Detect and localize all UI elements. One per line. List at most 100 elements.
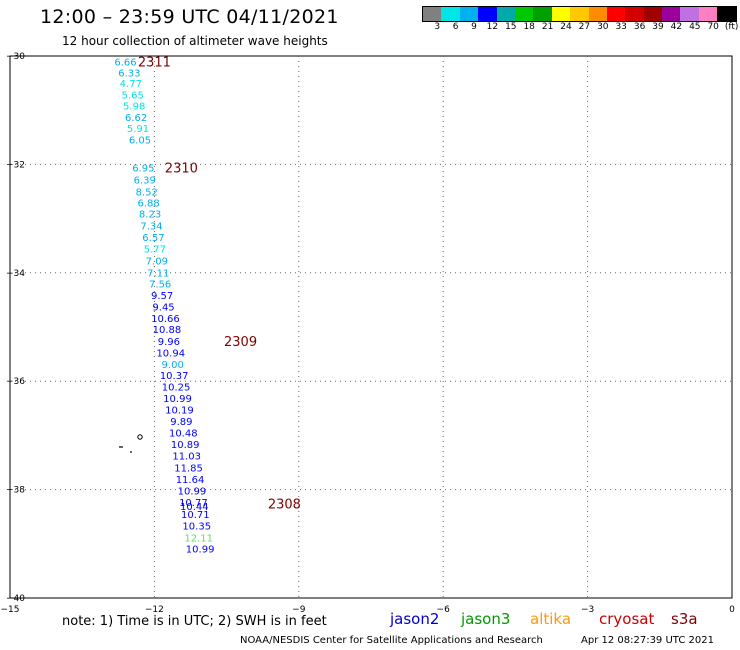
wave-height-label: 5.77 <box>144 244 166 255</box>
wave-height-label: 10.35 <box>182 521 211 532</box>
y-tick-label: −40 <box>6 594 25 604</box>
x-tick-label: −15 <box>1 605 20 615</box>
wave-height-label: 5.65 <box>122 90 144 101</box>
wave-height-label: 9.57 <box>151 291 173 302</box>
colorbar-label: 21 <box>541 22 554 32</box>
footer-note: note: 1) Time is in UTC; 2) SWH is in fe… <box>62 614 327 629</box>
colorbar-swatch <box>570 7 589 21</box>
wave-height-label: 6.88 <box>137 198 159 209</box>
wave-height-label: 6.57 <box>142 233 164 244</box>
footer-credit: NOAA/NESDIS Center for Satellite Applica… <box>240 635 543 646</box>
legend-altika: altika <box>530 610 572 628</box>
colorbar-label: 18 <box>523 22 535 32</box>
wave-height-label: 10.48 <box>169 429 198 440</box>
colorbar-label: 36 <box>633 22 646 32</box>
wave-height-label: 10.77 <box>179 498 208 509</box>
pass-label: 2309 <box>224 335 257 350</box>
colorbar-swatch <box>680 7 699 21</box>
colorbar-label: 24 <box>560 22 572 32</box>
wave-height-label: 5.98 <box>123 101 145 112</box>
page-title: 12:00 – 23:59 UTC 04/11/2021 <box>40 6 339 28</box>
wave-height-label: 10.71 <box>181 510 210 521</box>
wave-height-label: 7.56 <box>149 280 171 291</box>
colorbar-swatch <box>698 7 718 21</box>
island-mark <box>137 434 143 440</box>
colorbar-label: 3 <box>434 22 441 32</box>
page-subtitle: 12 hour collection of altimeter wave hei… <box>62 34 328 48</box>
wave-height-label: 9.45 <box>152 302 174 313</box>
colorbar-label: (ft) <box>724 22 739 32</box>
x-tick-label: −12 <box>145 605 164 615</box>
wave-height-label: 10.88 <box>153 325 182 336</box>
wave-height-label: 9.96 <box>158 337 180 348</box>
wave-height-label: 5.91 <box>127 124 149 135</box>
colorbar-label: 9 <box>471 22 477 32</box>
pass-label: 2308 <box>268 498 301 513</box>
y-tick-label: −32 <box>6 160 25 170</box>
colorbar-label: 12 <box>486 22 499 32</box>
wave-height-label: 6.95 <box>132 164 154 175</box>
legend-cryosat: cryosat <box>599 610 655 628</box>
colorbar-label: 27 <box>578 22 591 32</box>
colorbar-swatch <box>625 7 644 21</box>
colorbar-swatch <box>662 7 681 21</box>
colorbar-swatch <box>533 7 552 21</box>
plot-frame <box>9 55 733 599</box>
colorbar-swatch <box>478 7 497 21</box>
colorbar-swatch <box>496 7 515 21</box>
colorbar-swatch <box>717 7 736 21</box>
colorbar-label: 45 <box>689 22 701 32</box>
colorbar-swatch <box>441 7 460 21</box>
legend-jason2: jason2 <box>390 610 440 628</box>
wave-height-label: 11.64 <box>176 475 205 486</box>
wave-height-label: 6.33 <box>118 68 140 79</box>
wave-height-label: 10.94 <box>156 348 185 359</box>
colorbar-label: 30 <box>597 22 609 32</box>
wave-height-label: 11.85 <box>174 463 203 474</box>
colorbar-labels: 3 6 9 12 15 18 21 24 27 30 33 36 39 42 45 70 (ft) <box>422 22 740 34</box>
y-tick-label: −30 <box>6 52 25 62</box>
pass-label: 2310 <box>165 162 198 177</box>
wave-height-label: 8.23 <box>139 210 161 221</box>
x-tick-label: −9 <box>292 605 306 615</box>
wave-height-label: 10.99 <box>163 394 192 405</box>
wave-height-label: 10.44 <box>180 502 209 513</box>
wave-height-label: 7.11 <box>147 268 169 279</box>
colorbar-label: 6 <box>452 22 459 32</box>
legend-s3a: s3a <box>671 610 698 628</box>
wave-height-label: 6.62 <box>125 113 147 124</box>
wave-height-label: 6.66 <box>114 57 136 68</box>
y-tick-label: −36 <box>6 377 25 387</box>
x-tick-label: −6 <box>437 605 451 615</box>
island-mark <box>130 451 132 453</box>
colorbar-label: 33 <box>615 22 627 32</box>
wave-height-label: 9.00 <box>162 360 184 371</box>
colorbar-swatch <box>514 7 534 21</box>
wave-height-label: 10.19 <box>165 405 194 416</box>
wave-height-label: 10.99 <box>178 487 207 498</box>
colorbar-swatch <box>551 7 571 21</box>
colorbar-swatch <box>643 7 663 21</box>
wave-height-label: 10.99 <box>186 545 215 556</box>
wave-height-label: 7.34 <box>140 222 162 233</box>
wave-height-label: 6.05 <box>129 135 151 146</box>
colorbar-label: 15 <box>505 22 517 32</box>
legend-jason3: jason3 <box>461 610 511 628</box>
wave-height-label: 9.89 <box>170 417 192 428</box>
wave-height-label: 10.37 <box>160 371 189 382</box>
y-tick-label: −34 <box>6 269 25 279</box>
wave-height-label: 10.89 <box>171 440 200 451</box>
wave-height-label: 4.77 <box>120 79 142 90</box>
x-tick-label: −3 <box>581 605 594 615</box>
colorbar-swatch <box>423 7 442 21</box>
colorbar-swatch <box>606 7 626 21</box>
x-tick-label: 0 <box>729 605 735 615</box>
wave-height-label: 12.11 <box>184 533 213 544</box>
colorbar-swatch <box>588 7 607 21</box>
wave-height-label: 11.03 <box>172 451 201 462</box>
colorbar-label: 39 <box>652 22 664 32</box>
colorbar <box>422 6 737 22</box>
wave-height-label: 10.25 <box>162 383 191 394</box>
